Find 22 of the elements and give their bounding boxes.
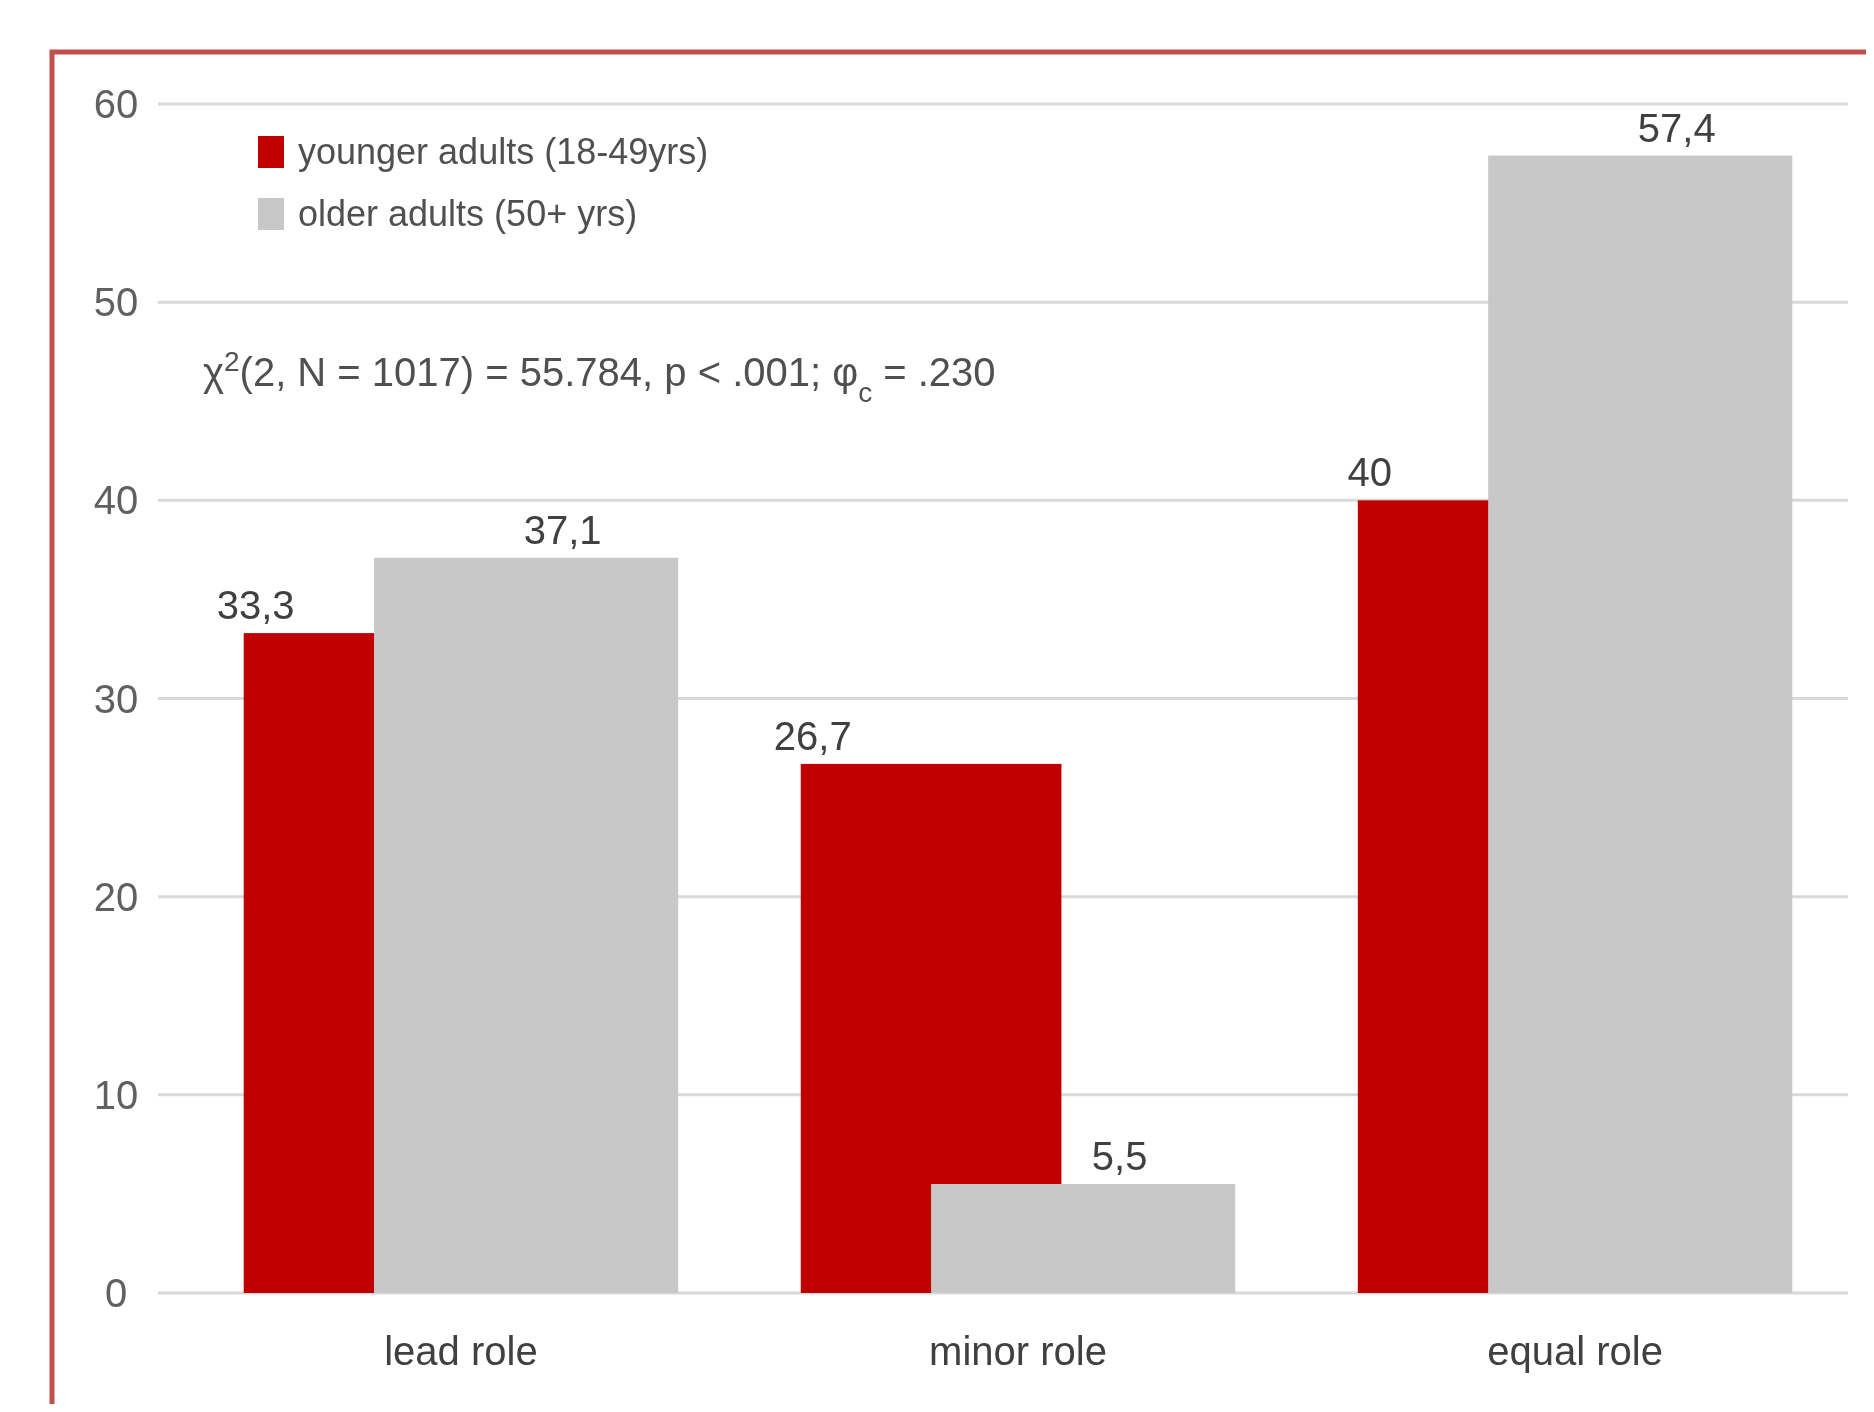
y-tick-label: 40 (93, 478, 139, 523)
annotation: χ$^{2}$(2, N = 1017) = 55.784, p < .001; φ$_{c}$ = .230 (203, 345, 996, 408)
y-tick-label: 50 (93, 280, 139, 325)
data-label: 33,3 (216, 583, 295, 628)
legend-label: older adults (50+ yrs) (298, 193, 638, 234)
bar (374, 557, 679, 1293)
bar (1488, 155, 1793, 1293)
x-tick-label: minor role (929, 1329, 1107, 1373)
x-tick-label: equal role (1487, 1329, 1663, 1373)
data-label: 5,5 (1091, 1134, 1148, 1179)
y-tick-label: 10 (93, 1072, 139, 1117)
y-tick-label: 20 (93, 874, 139, 919)
y-tick-label: 30 (93, 676, 139, 721)
y-tick-label: 60 (93, 82, 139, 126)
bar (931, 1184, 1236, 1293)
legend-label: younger adults (18-49yrs) (298, 131, 709, 172)
data-label: 40 (1347, 450, 1393, 495)
y-tick-label: 0 (104, 1271, 128, 1315)
data-label: 57,4 (1637, 105, 1716, 150)
data-label: 26,7 (773, 713, 852, 758)
x-tick-label: lead role (384, 1329, 538, 1373)
data-label: 37,1 (523, 507, 602, 552)
